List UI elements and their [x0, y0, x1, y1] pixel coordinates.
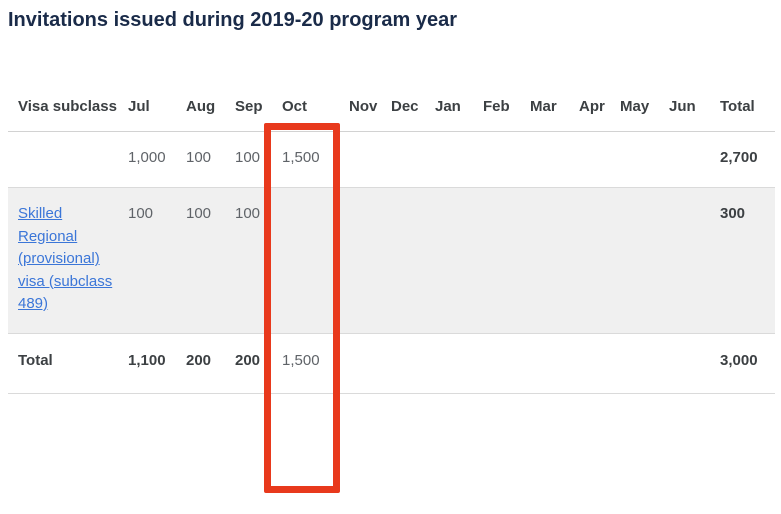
total-cell-apr — [569, 333, 610, 394]
visa-link-subclass-489[interactable]: Skilled Regional (provisional) visa (sub… — [18, 205, 113, 313]
column-header-feb: Feb — [473, 62, 520, 132]
row-total-cell: 2,700 — [710, 131, 775, 189]
total-cell-mar — [520, 333, 569, 394]
total-cell-aug: 200 — [176, 333, 225, 394]
column-header-total: Total — [710, 62, 775, 132]
table-cell-apr — [569, 131, 610, 189]
column-header-oct: Oct — [272, 62, 339, 132]
column-header-sep: Sep — [225, 62, 272, 132]
table-cell-aug: 100 — [176, 131, 225, 189]
table-cell-may — [610, 131, 659, 189]
total-cell-jul: 1,100 — [118, 333, 176, 394]
table-row-subclass-489: Skilled Regional (provisional) visa (sub… — [8, 187, 775, 335]
total-cell-feb — [473, 333, 520, 394]
column-header-apr: Apr — [569, 62, 610, 132]
table-cell-jul: 1,000 — [118, 131, 176, 189]
column-header-aug: Aug — [176, 62, 225, 132]
column-header-mar: Mar — [520, 62, 569, 132]
table-cell-oct: 1,500 — [272, 131, 339, 189]
total-row-label: Total — [8, 333, 118, 394]
table-cell-mar — [520, 131, 569, 189]
table-cell-dec — [381, 187, 425, 335]
row-total-cell: 300 — [710, 187, 775, 335]
total-cell-nov — [339, 333, 381, 394]
table-cell-sep: 100 — [225, 187, 272, 335]
table-cell-jun — [659, 187, 710, 335]
total-cell-may — [610, 333, 659, 394]
total-cell-jan — [425, 333, 473, 394]
table-cell-apr — [569, 187, 610, 335]
table-cell-may — [610, 187, 659, 335]
table-row-total: Total 1,100 200 200 1,500 3,000 — [8, 333, 775, 394]
total-cell-dec — [381, 333, 425, 394]
table-cell-mar — [520, 187, 569, 335]
total-cell-sep: 200 — [225, 333, 272, 394]
page-title: Invitations issued during 2019-20 progra… — [8, 9, 458, 31]
table-cell-nov — [339, 131, 381, 189]
invitations-table: Visa subclass Jul Aug Sep Oct Nov Dec Ja… — [8, 62, 775, 394]
table-cell-feb — [473, 131, 520, 189]
total-cell-jun — [659, 333, 710, 394]
table-cell-aug: 100 — [176, 187, 225, 335]
table-cell-jun — [659, 131, 710, 189]
column-header-nov: Nov — [339, 62, 381, 132]
table-cell-sep: 100 — [225, 131, 272, 189]
table-cell-jan — [425, 131, 473, 189]
table-cell-dec — [381, 131, 425, 189]
row-label-cell: Skilled Regional (provisional) visa (sub… — [8, 187, 118, 335]
total-cell-oct: 1,500 — [272, 333, 339, 394]
table-cell-feb — [473, 187, 520, 335]
row-label-cell — [8, 131, 118, 189]
column-header-visa-subclass: Visa subclass — [8, 62, 118, 132]
table-row-subclass-189: 1,000 100 100 1,500 2,700 — [8, 131, 775, 189]
table-cell-jul: 100 — [118, 187, 176, 335]
header-row: Visa subclass Jul Aug Sep Oct Nov Dec Ja… — [8, 62, 775, 132]
grand-total-cell: 3,000 — [710, 333, 775, 394]
column-header-jul: Jul — [118, 62, 176, 132]
table-cell-oct — [272, 187, 339, 335]
column-header-dec: Dec — [381, 62, 425, 132]
column-header-jun: Jun — [659, 62, 710, 132]
table-cell-nov — [339, 187, 381, 335]
column-header-may: May — [610, 62, 659, 132]
table-cell-jan — [425, 187, 473, 335]
column-header-jan: Jan — [425, 62, 473, 132]
